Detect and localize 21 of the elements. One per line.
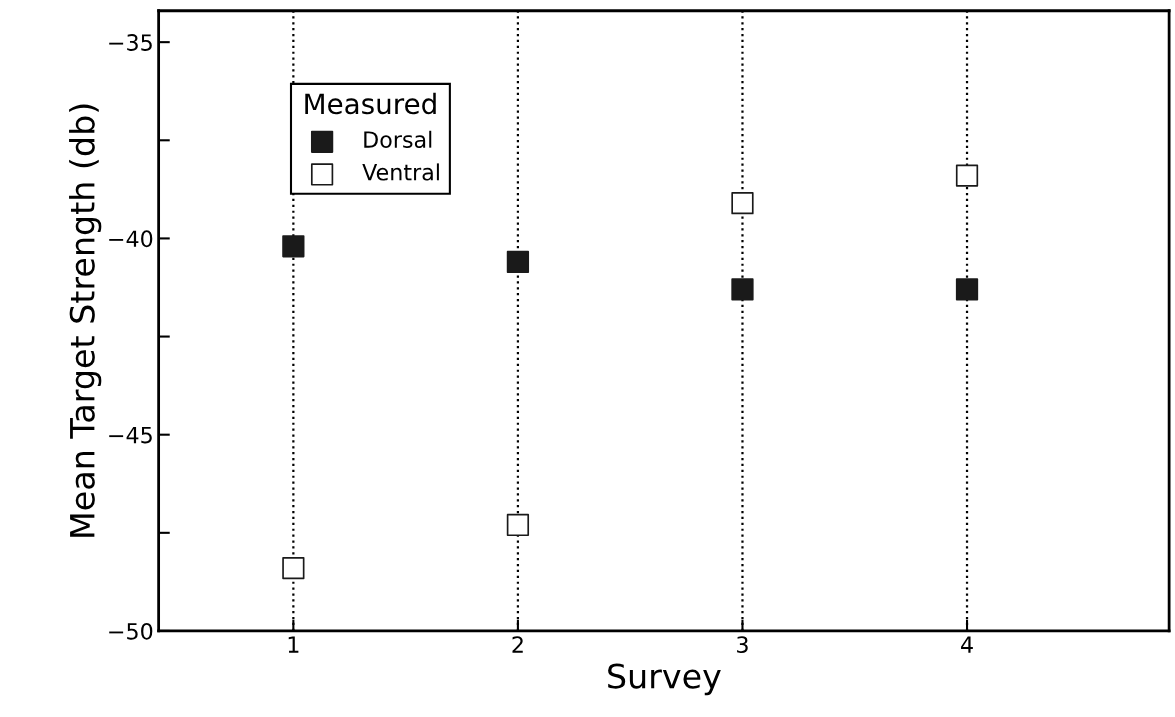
y-axis-title: Mean Target Strength (db)	[69, 104, 102, 537]
y-tick-label: −40	[109, 230, 153, 248]
point	[955, 164, 979, 187]
y-tick-label: −45	[109, 426, 152, 444]
point	[282, 557, 305, 580]
point	[731, 278, 754, 301]
point	[731, 191, 754, 215]
point	[506, 513, 530, 537]
x-tick-label: 4	[961, 636, 973, 653]
x-tick-label: 3	[737, 636, 748, 654]
point	[955, 278, 979, 301]
x-axis-title: Survey	[608, 663, 721, 696]
legend-label: Ventral	[362, 163, 439, 181]
x-tick-label: 2	[512, 636, 523, 653]
y-tick-label: −35	[109, 34, 152, 51]
point	[506, 250, 530, 274]
legend-label: Dorsal	[364, 130, 432, 148]
legend-title: Measured	[305, 92, 436, 115]
x-tick-label: 1	[288, 636, 299, 653]
point	[282, 235, 305, 258]
y-tick-label: −50	[109, 622, 153, 640]
